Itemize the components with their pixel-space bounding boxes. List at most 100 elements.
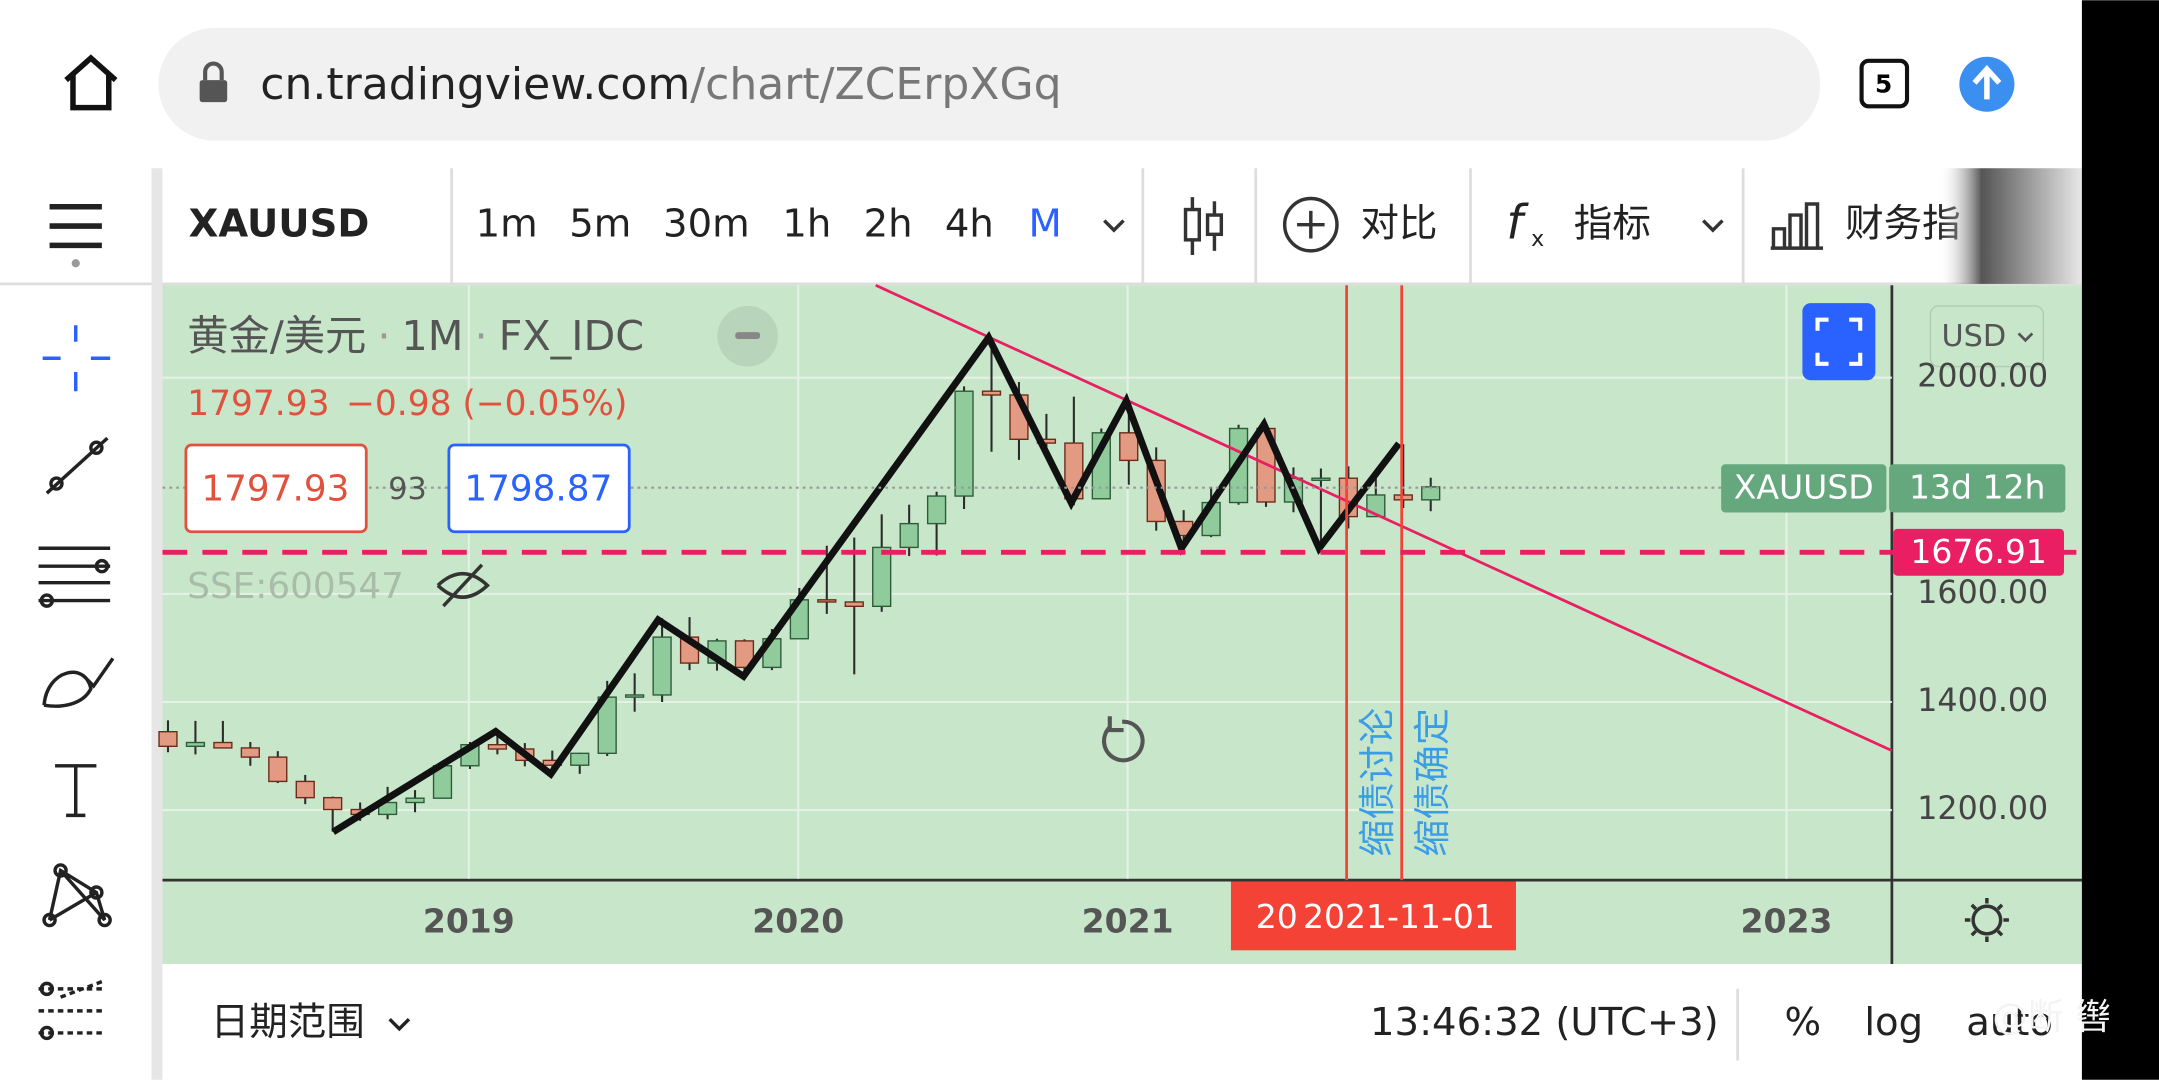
fullscreen-icon <box>1815 317 1863 366</box>
fib-tool[interactable] <box>38 546 111 608</box>
bid: 1797.93 <box>201 468 349 509</box>
candle-body <box>625 694 645 698</box>
interval-option[interactable]: 1h <box>782 202 831 247</box>
brush-tool[interactable] <box>42 657 115 708</box>
interval-option[interactable]: 1m <box>476 202 538 247</box>
price-tag <box>1893 528 2064 576</box>
lock-icon <box>203 61 224 81</box>
candle-body <box>817 599 837 603</box>
candle-body <box>158 731 178 747</box>
fullscreen-button[interactable] <box>1802 303 1876 381</box>
log-toggle[interactable]: log <box>1864 1000 1923 1045</box>
auto-toggle[interactable]: auto <box>1966 1000 2053 1045</box>
chart-type-icon[interactable] <box>1183 197 1224 255</box>
fx-icon: x <box>1531 227 1544 252</box>
separator: · <box>474 312 487 360</box>
interval-option[interactable]: 4h <box>945 202 994 247</box>
settings-icon[interactable] <box>1964 897 2009 943</box>
url-path: /chart/ZCErpXGq <box>690 59 1061 110</box>
candle-body <box>240 747 260 758</box>
interval-option[interactable]: 30m <box>663 202 750 247</box>
url-host: cn.tradingview.com <box>260 59 690 110</box>
tabs-button[interactable] <box>1859 58 1910 109</box>
interval: 1M <box>402 312 464 360</box>
candle-body <box>570 752 590 766</box>
percent-toggle[interactable]: % <box>1784 1000 1821 1045</box>
home-icon[interactable] <box>64 54 118 111</box>
pattern-tool[interactable] <box>42 863 112 928</box>
sidebar-border <box>151 168 163 1080</box>
candle-body <box>1421 486 1441 501</box>
sell-button[interactable] <box>184 443 368 534</box>
annotation: 缩债确定 <box>1410 708 1454 857</box>
countdown-tag <box>1889 464 2066 513</box>
overlay: 缩债讨论 缩债确定 <box>162 284 1893 881</box>
candle-body <box>377 801 398 816</box>
trend-line <box>875 284 1893 752</box>
financials-icon <box>1770 202 1824 250</box>
horizontal-line: 1676.91 <box>162 528 2082 576</box>
candle-body <box>213 741 233 749</box>
toolbar-fade <box>1938 168 2082 284</box>
candle-body <box>487 743 508 750</box>
annotation: 缩债讨论 <box>1355 708 1399 857</box>
interval-option[interactable]: M <box>1028 202 1061 247</box>
lock-icon <box>199 80 228 103</box>
buy-button[interactable] <box>447 443 631 534</box>
zigzag-drawing <box>331 330 1402 835</box>
candle-body <box>652 636 672 696</box>
price-tag-label: 1676.91 <box>1910 532 2047 571</box>
reset-icon[interactable] <box>1102 716 1145 763</box>
currency-button[interactable] <box>1929 305 2045 368</box>
candle-body <box>1393 494 1413 501</box>
compare-icon[interactable] <box>1282 196 1339 253</box>
interval-option[interactable]: 5m <box>569 202 631 247</box>
trendline-tool[interactable] <box>45 436 109 495</box>
last-price: 1797.93 <box>187 384 329 424</box>
menu-icon[interactable] <box>49 204 102 249</box>
y-tick-label: 1200.00 <box>1917 791 2048 827</box>
toolbar <box>0 168 2082 284</box>
hide-icon[interactable] <box>436 563 490 608</box>
y-tick-label: 1400.00 <box>1917 683 2048 719</box>
price-change: 1797.93 −0.98 (−0.05%) <box>187 384 627 424</box>
overlay-symbol: SSE:600547 <box>187 566 404 607</box>
update-icon <box>1972 64 2002 100</box>
date-range[interactable]: 日期范围 <box>211 1000 365 1045</box>
candle-body <box>734 640 755 669</box>
symbol-tag <box>1721 464 1887 513</box>
currency-dropdown <box>2017 332 2034 343</box>
url-bar[interactable] <box>158 27 1821 141</box>
indicators[interactable]: 指标 <box>1574 202 1651 247</box>
candle-body <box>185 741 206 747</box>
toolbar-dividers <box>450 168 1745 284</box>
indicators-dropdown[interactable] <box>1702 219 1724 233</box>
x-tick-label: 2021 <box>1082 901 1174 940</box>
cursor-date: 2021-11-01 <box>1303 897 1495 936</box>
candle-body <box>899 522 919 549</box>
text-tool[interactable] <box>55 764 97 818</box>
candle-body <box>926 495 947 525</box>
clock: 13:46:32 (UTC+3) <box>1370 1000 1719 1045</box>
y-tick-label: 2000.00 <box>1917 359 2048 395</box>
legend-title: 黄金/美元 · 1M · FX_IDC <box>187 312 644 360</box>
x-tick-label: 2019 <box>423 901 515 940</box>
interval-option[interactable]: 2h <box>864 202 913 247</box>
url[interactable]: cn.tradingview.com/chart/ZCErpXGq <box>260 59 1061 110</box>
candle-body <box>872 546 892 608</box>
prediction-tool[interactable] <box>38 979 106 1041</box>
x-tick-label: 2023 <box>1740 901 1832 940</box>
tab-count: 5 <box>1875 70 1892 99</box>
crosshair-tool[interactable] <box>42 325 111 392</box>
interval-dropdown[interactable] <box>1103 219 1125 233</box>
candle-body <box>323 796 343 811</box>
candle-body <box>954 390 974 497</box>
compare[interactable]: 对比 <box>1360 202 1437 247</box>
x-tick-label: 2020 <box>752 901 844 940</box>
symbol[interactable]: XAUUSD <box>189 202 370 247</box>
intervals: 1m 5m 30m 1h 2h 4h M <box>476 202 1062 247</box>
candle-body <box>981 390 1002 396</box>
separator: · <box>377 312 390 360</box>
